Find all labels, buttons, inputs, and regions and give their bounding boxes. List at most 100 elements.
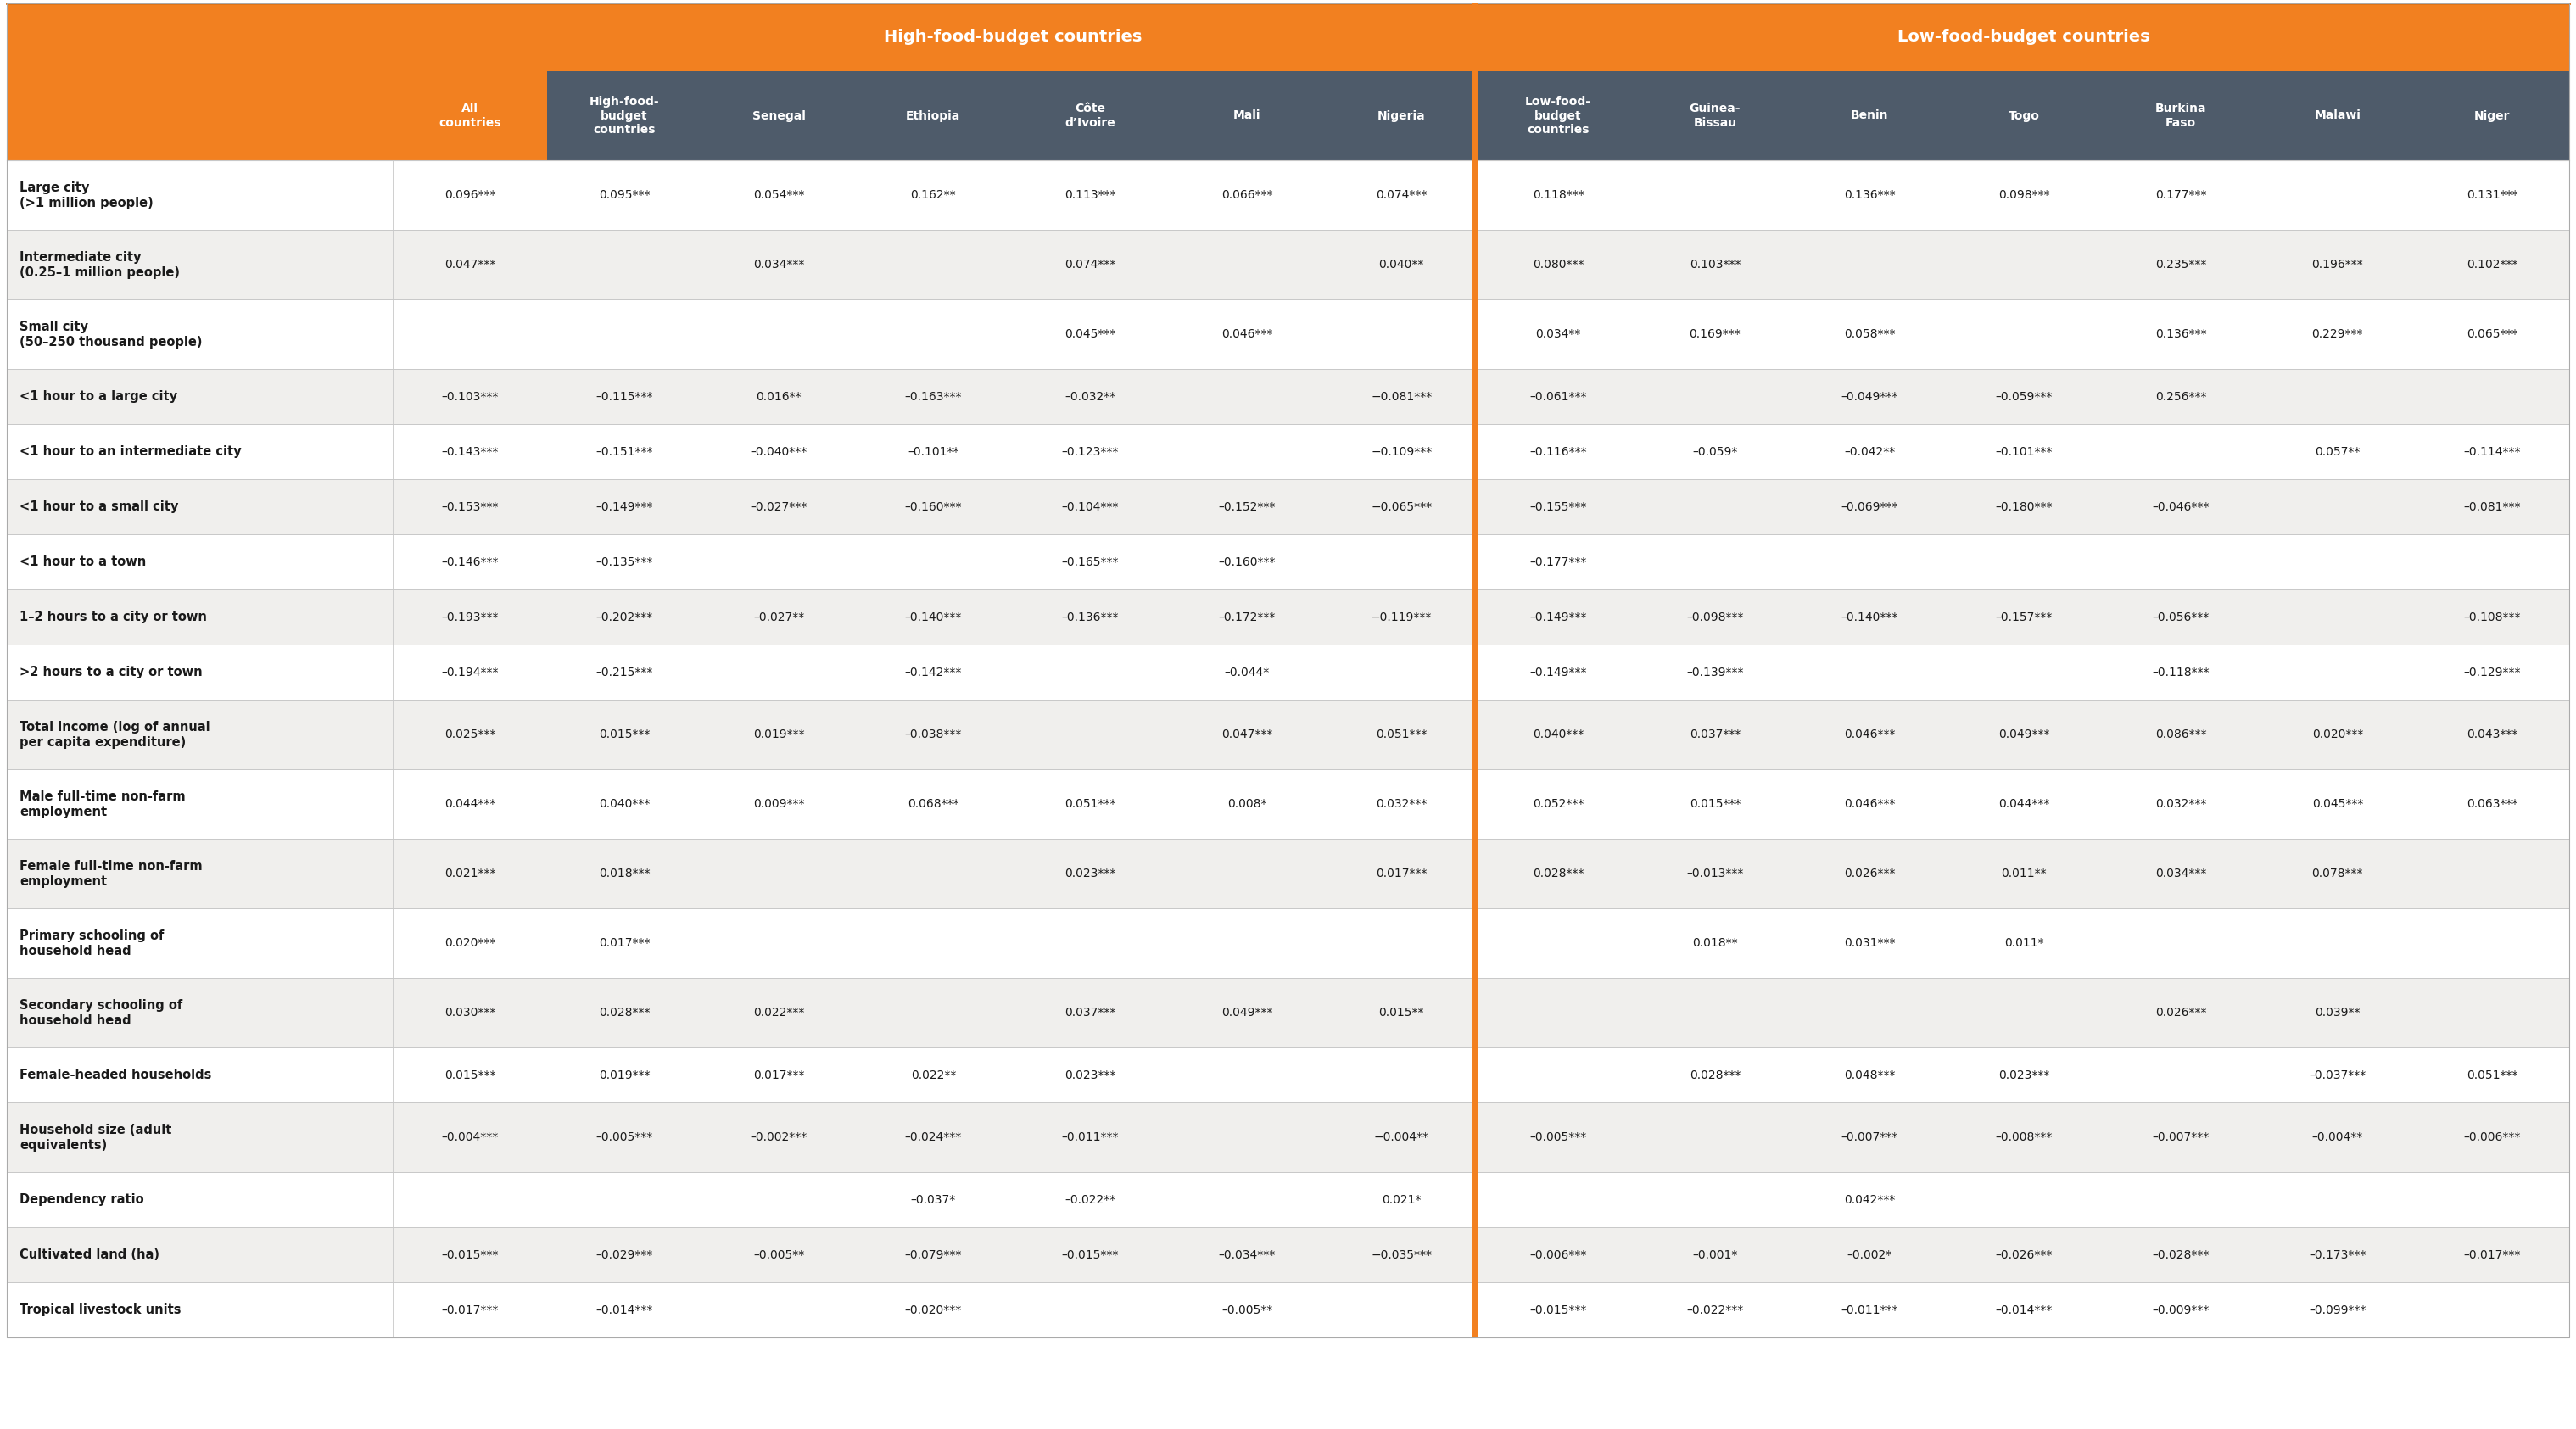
- Text: 0.015***: 0.015***: [443, 1069, 495, 1080]
- Text: –0.114***: –0.114***: [2463, 446, 2519, 457]
- Text: 0.049***: 0.049***: [1999, 729, 2050, 740]
- Text: Guinea-
Bissau: Guinea- Bissau: [1690, 103, 1741, 129]
- Bar: [8, 424, 2568, 479]
- Text: Malawi: Malawi: [2313, 110, 2360, 121]
- Text: 0.047***: 0.047***: [1221, 729, 1273, 740]
- Text: 0.080***: 0.080***: [1533, 259, 1584, 270]
- Text: –0.046***: –0.046***: [2151, 500, 2210, 513]
- Text: 0.169***: 0.169***: [1690, 329, 1741, 340]
- Text: –0.056***: –0.056***: [2151, 612, 2210, 623]
- Text: Mali: Mali: [1234, 110, 1260, 121]
- Text: –0.005***: –0.005***: [1530, 1132, 1587, 1143]
- Text: –0.165***: –0.165***: [1061, 556, 1118, 567]
- Text: 0.096***: 0.096***: [443, 189, 495, 201]
- Text: –0.027***: –0.027***: [750, 500, 806, 513]
- Text: 0.018***: 0.018***: [598, 867, 649, 879]
- Bar: [1479, 71, 2568, 160]
- Text: –0.157***: –0.157***: [1996, 612, 2053, 623]
- Bar: [8, 1047, 2568, 1103]
- Text: 0.045***: 0.045***: [2311, 797, 2362, 810]
- Bar: [8, 1282, 2568, 1338]
- Text: <1 hour to an intermediate city: <1 hour to an intermediate city: [21, 446, 242, 457]
- Text: –0.038***: –0.038***: [904, 729, 961, 740]
- Text: <1 hour to a small city: <1 hour to a small city: [21, 500, 178, 513]
- Text: 0.009***: 0.009***: [752, 797, 804, 810]
- Text: –0.029***: –0.029***: [595, 1249, 652, 1260]
- Text: –0.142***: –0.142***: [904, 666, 961, 677]
- Text: 0.047***: 0.047***: [443, 259, 495, 270]
- Text: Low-food-
budget
countries: Low-food- budget countries: [1525, 96, 1592, 136]
- Text: Tropical livestock units: Tropical livestock units: [21, 1303, 180, 1316]
- Text: –0.014***: –0.014***: [595, 1303, 652, 1316]
- Text: 0.118***: 0.118***: [1533, 189, 1584, 201]
- Text: –0.069***: –0.069***: [1842, 500, 1899, 513]
- Text: 0.020***: 0.020***: [2311, 729, 2362, 740]
- Bar: [8, 1103, 2568, 1172]
- Text: 0.066***: 0.066***: [1221, 189, 1273, 201]
- Bar: [8, 977, 2568, 1047]
- Text: 0.023***: 0.023***: [1064, 867, 1115, 879]
- Text: –0.042**: –0.042**: [1844, 446, 1896, 457]
- Text: −0.109***: −0.109***: [1370, 446, 1432, 457]
- Text: 0.023***: 0.023***: [1064, 1069, 1115, 1080]
- Text: 0.031***: 0.031***: [1844, 937, 1896, 949]
- Text: –0.136***: –0.136***: [1061, 612, 1118, 623]
- Text: 0.162**: 0.162**: [909, 189, 956, 201]
- Bar: [8, 839, 2568, 909]
- Text: –0.007***: –0.007***: [2151, 1132, 2210, 1143]
- Text: –0.146***: –0.146***: [440, 556, 500, 567]
- Text: –0.001*: –0.001*: [1692, 1249, 1739, 1260]
- Text: 0.037***: 0.037***: [1690, 729, 1741, 740]
- Text: –0.081***: –0.081***: [2463, 500, 2519, 513]
- Bar: [8, 700, 2568, 769]
- Text: 0.045***: 0.045***: [1064, 329, 1115, 340]
- Text: 0.049***: 0.049***: [1221, 1006, 1273, 1019]
- Text: 0.017***: 0.017***: [752, 1069, 804, 1080]
- Text: 0.030***: 0.030***: [443, 1006, 495, 1019]
- Text: –0.155***: –0.155***: [1530, 500, 1587, 513]
- Text: Female-headed households: Female-headed households: [21, 1069, 211, 1082]
- Text: 0.040**: 0.040**: [1378, 259, 1425, 270]
- Text: 0.044***: 0.044***: [1999, 797, 2050, 810]
- Bar: [8, 3, 2568, 71]
- Text: 0.256***: 0.256***: [2156, 390, 2208, 403]
- Text: 0.229***: 0.229***: [2311, 329, 2362, 340]
- Text: –0.020***: –0.020***: [904, 1303, 961, 1316]
- Text: 0.040***: 0.040***: [1533, 729, 1584, 740]
- Text: –0.194***: –0.194***: [440, 666, 500, 677]
- Text: –0.022***: –0.022***: [1687, 1303, 1744, 1316]
- Text: –0.040***: –0.040***: [750, 446, 806, 457]
- Bar: [8, 644, 2568, 700]
- Text: 0.022***: 0.022***: [752, 1006, 804, 1019]
- Text: –0.037***: –0.037***: [2308, 1069, 2365, 1080]
- Text: High-food-budget countries: High-food-budget countries: [884, 29, 1141, 46]
- Text: –0.149***: –0.149***: [595, 500, 654, 513]
- Text: 0.040***: 0.040***: [598, 797, 649, 810]
- Text: <1 hour to a town: <1 hour to a town: [21, 556, 147, 569]
- Text: –0.015***: –0.015***: [1061, 1249, 1118, 1260]
- Text: Large city
(>1 million people): Large city (>1 million people): [21, 181, 155, 209]
- Text: Low-food-budget countries: Low-food-budget countries: [1899, 29, 2151, 46]
- Bar: [8, 769, 2568, 839]
- Text: 0.020***: 0.020***: [443, 937, 495, 949]
- Text: 0.043***: 0.043***: [2465, 729, 2517, 740]
- Text: Benin: Benin: [1850, 110, 1888, 121]
- Text: –0.015***: –0.015***: [440, 1249, 500, 1260]
- Text: –0.017***: –0.017***: [2463, 1249, 2519, 1260]
- Text: –0.009***: –0.009***: [2151, 1303, 2210, 1316]
- Text: 0.235***: 0.235***: [2156, 259, 2205, 270]
- Text: –0.005***: –0.005***: [595, 1132, 652, 1143]
- Text: 0.048***: 0.048***: [1844, 1069, 1896, 1080]
- Bar: [8, 369, 2568, 424]
- Text: –0.151***: –0.151***: [595, 446, 654, 457]
- Text: –0.101***: –0.101***: [1996, 446, 2053, 457]
- Bar: [8, 534, 2568, 589]
- Text: –0.116***: –0.116***: [1530, 446, 1587, 457]
- Text: –0.006***: –0.006***: [2463, 1132, 2519, 1143]
- Text: –0.123***: –0.123***: [1061, 446, 1118, 457]
- Text: 0.032***: 0.032***: [2156, 797, 2205, 810]
- Text: –0.011***: –0.011***: [1842, 1303, 1899, 1316]
- Text: –0.149***: –0.149***: [1530, 666, 1587, 677]
- Text: 0.018**: 0.018**: [1692, 937, 1739, 949]
- Text: –0.059***: –0.059***: [1996, 390, 2053, 403]
